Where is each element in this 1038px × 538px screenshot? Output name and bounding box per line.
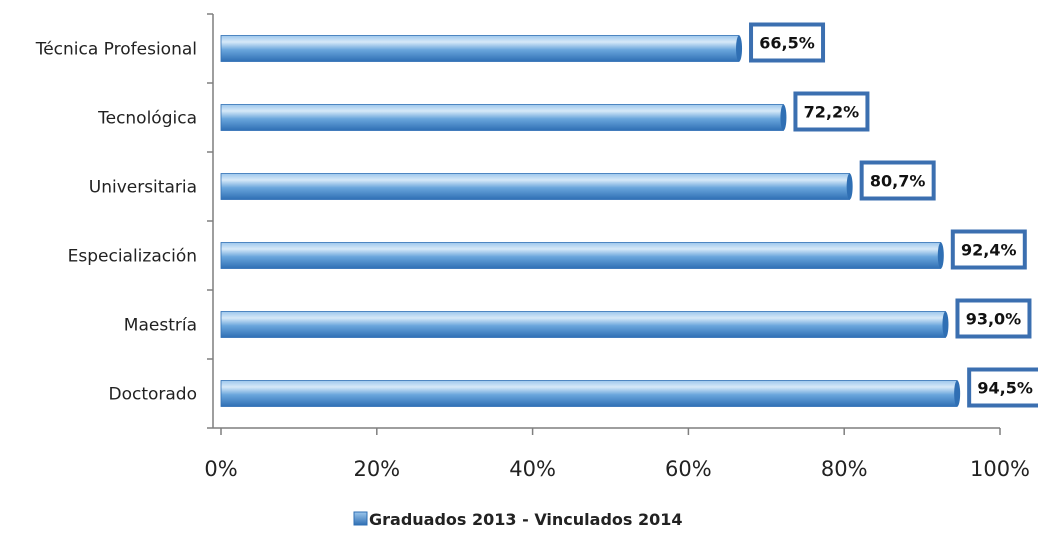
category-label: Especialización bbox=[68, 247, 197, 267]
x-tick-label: 40% bbox=[509, 457, 556, 481]
data-label: 72,2% bbox=[793, 91, 870, 132]
data-label: 66,5% bbox=[749, 22, 826, 63]
data-label-box bbox=[859, 160, 936, 201]
bar-end-cap bbox=[937, 242, 944, 269]
bar-end-cap bbox=[736, 35, 743, 62]
bar-end-cap bbox=[846, 173, 853, 200]
data-label-text: 92,4% bbox=[961, 241, 1017, 260]
bar-body bbox=[220, 380, 958, 407]
bar-body bbox=[220, 242, 942, 269]
bar bbox=[220, 173, 853, 200]
bar bbox=[220, 242, 944, 269]
data-label-box bbox=[793, 91, 870, 132]
legend-swatch bbox=[353, 511, 368, 526]
bar-body bbox=[220, 173, 851, 200]
data-label-box bbox=[967, 367, 1038, 408]
category-label: Técnica Profesional bbox=[35, 40, 197, 60]
bar bbox=[220, 380, 961, 407]
bar-body bbox=[220, 104, 784, 131]
bar-body bbox=[220, 35, 740, 62]
data-label-box bbox=[749, 22, 826, 63]
bar bbox=[220, 35, 743, 62]
legend: Graduados 2013 - Vinculados 2014 bbox=[353, 510, 683, 529]
bar bbox=[220, 311, 949, 338]
x-tick-label: 80% bbox=[821, 457, 868, 481]
x-tick-label: 100% bbox=[970, 457, 1030, 481]
chart-axes bbox=[212, 14, 1000, 429]
data-label-text: 93,0% bbox=[966, 310, 1022, 329]
data-labels: 66,5% 72,2% 80,7% 92,4% 93,0% 94,5% bbox=[749, 22, 1038, 408]
data-label-text: 66,5% bbox=[759, 34, 815, 53]
category-labels: Técnica Profesional Tecnológica Universita… bbox=[35, 40, 197, 405]
x-tick-label: 0% bbox=[204, 457, 237, 481]
bar-end-cap bbox=[954, 380, 961, 407]
x-tick-label: 20% bbox=[353, 457, 400, 481]
data-label: 92,4% bbox=[950, 229, 1027, 270]
legend-label: Graduados 2013 - Vinculados 2014 bbox=[369, 510, 683, 529]
x-tick-label: 60% bbox=[665, 457, 712, 481]
category-label: Universitaria bbox=[89, 178, 197, 198]
bar-end-cap bbox=[942, 311, 949, 338]
data-label-text: 80,7% bbox=[870, 172, 926, 191]
data-label-text: 94,5% bbox=[977, 379, 1033, 398]
data-label-text: 72,2% bbox=[804, 103, 860, 122]
category-label: Doctorado bbox=[108, 385, 197, 405]
x-tick-marks bbox=[220, 428, 1001, 435]
x-tick-labels: 0% 20% 40% 60% 80% 100% bbox=[204, 457, 1030, 481]
y-tick-marks bbox=[207, 13, 213, 429]
bar-series bbox=[220, 35, 961, 407]
data-label: 80,7% bbox=[859, 160, 936, 201]
category-label: Maestría bbox=[124, 316, 197, 336]
bar-body bbox=[220, 311, 946, 338]
data-label: 94,5% bbox=[967, 367, 1038, 408]
bar bbox=[220, 104, 787, 131]
data-label-box bbox=[955, 298, 1032, 339]
data-label-box bbox=[950, 229, 1027, 270]
category-label: Tecnológica bbox=[97, 109, 197, 129]
bar-end-cap bbox=[780, 104, 787, 131]
data-label: 93,0% bbox=[955, 298, 1032, 339]
